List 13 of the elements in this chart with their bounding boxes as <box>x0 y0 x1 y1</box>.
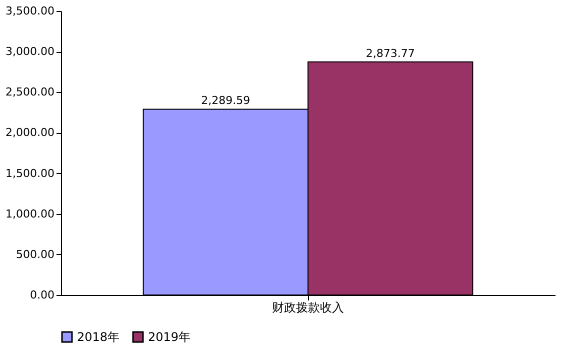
y-tick-label: 2,500.00 <box>6 86 54 99</box>
y-tick-label: 1,500.00 <box>6 166 54 180</box>
y-tick-label: 500.00 <box>16 248 54 261</box>
data-label: 2,873.77 <box>366 46 415 60</box>
y-tick-label: 3,000.00 <box>6 45 54 58</box>
y-tick-label: 2,000.00 <box>6 126 54 140</box>
y-tick-label: 0.00 <box>30 288 54 302</box>
y-tick-label: 3,500.00 <box>6 4 54 18</box>
data-label: 2,289.59 <box>201 94 250 108</box>
legend-label: 2018年 <box>77 330 120 344</box>
x-tick-label: 财政拨款收入 <box>272 300 344 314</box>
y-tick-label: 1,000.00 <box>6 207 54 220</box>
legend-label: 2019年 <box>148 330 191 344</box>
